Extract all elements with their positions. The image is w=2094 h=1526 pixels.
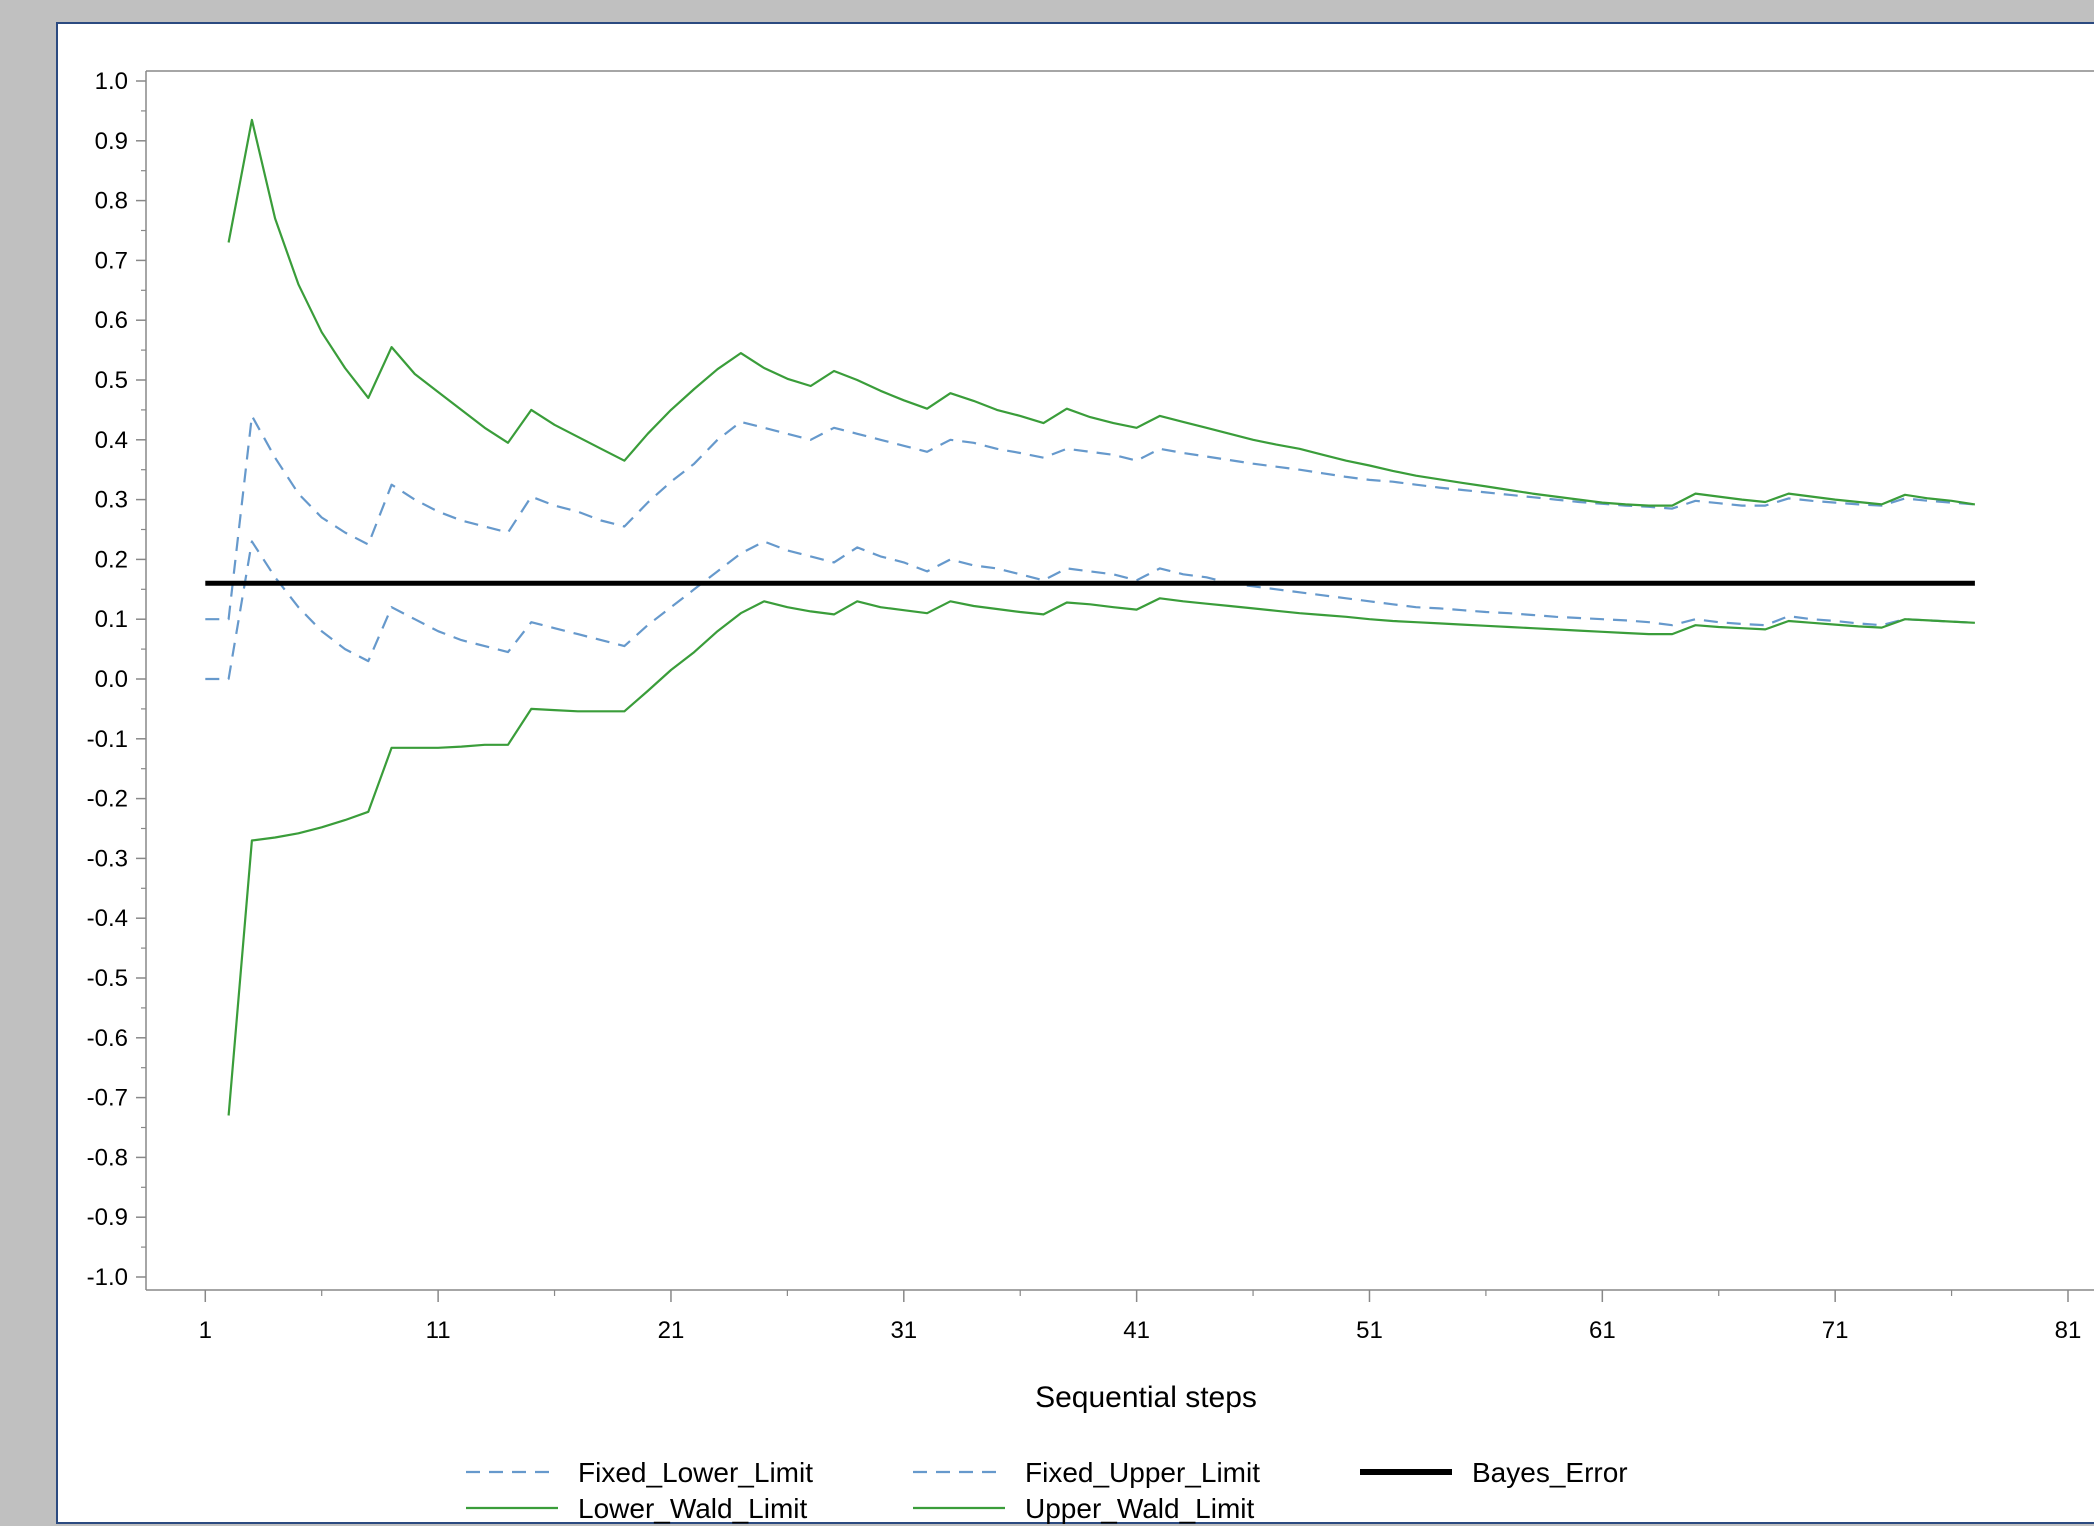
y-tick-label: 0.4 xyxy=(95,427,128,454)
y-tick-label: -0.1 xyxy=(87,726,128,753)
legend-label-fixed-lower-limit: Fixed_Lower_Limit xyxy=(578,1457,813,1488)
y-tick-label: 0.6 xyxy=(95,307,128,334)
y-tick-label: -0.9 xyxy=(87,1204,128,1231)
series-lines xyxy=(205,118,1976,1116)
y-tick-label: -0.3 xyxy=(87,845,128,872)
series-line-fixed-upper-limit xyxy=(205,414,1975,621)
y-tick-label: 0.2 xyxy=(95,546,128,573)
x-tick-label: 71 xyxy=(1822,1317,1849,1344)
x-tick-label: 61 xyxy=(1589,1317,1616,1344)
legend-label-fixed-upper-limit: Fixed_Upper_Limit xyxy=(1025,1457,1260,1488)
x-tick-label: 11 xyxy=(426,1317,451,1344)
x-tick-label: 1 xyxy=(199,1317,212,1344)
y-tick-label: -0.2 xyxy=(87,786,128,813)
legend-label-upper-wald-limit: Upper_Wald_Limit xyxy=(1025,1493,1254,1524)
y-tick-label: -0.4 xyxy=(87,905,128,932)
x-tick-label: 51 xyxy=(1356,1317,1383,1344)
y-tick-label: 0.1 xyxy=(95,606,128,633)
legend-label-lower-wald-limit: Lower_Wald_Limit xyxy=(578,1493,807,1524)
y-tick-label: -0.6 xyxy=(87,1025,128,1052)
line-chart: 1.0 0.9 0.8 0.7 0.6 0.5 0.4 0.3 0.2 0.1 0.0 -0.1 -0.… xyxy=(87,68,2094,1524)
series-line-fixed-lower-limit xyxy=(205,540,1975,681)
y-tick-label: 0.0 xyxy=(95,666,128,693)
legend-label-bayes-error: Bayes_Error xyxy=(1472,1457,1628,1488)
y-tick-label: -0.5 xyxy=(87,965,128,992)
axes: 1.0 0.9 0.8 0.7 0.6 0.5 0.4 0.3 0.2 0.1 0.0 -0.1 -0.… xyxy=(87,68,2094,1344)
y-tick-label: 0.8 xyxy=(95,188,128,215)
y-tick-label: 0.7 xyxy=(95,247,128,274)
chart-window: 1.0 0.9 0.8 0.7 0.6 0.5 0.4 0.3 0.2 0.1 0.0 -0.1 -0.… xyxy=(56,22,2094,1524)
y-tick-label: 1.0 xyxy=(95,68,128,95)
y-tick-label: 0.9 xyxy=(95,128,128,155)
x-tick-label: 81 xyxy=(2055,1317,2082,1344)
y-tick-label: 0.3 xyxy=(95,487,128,514)
series-line-lower-wald-limit xyxy=(227,597,1975,1116)
y-tick-label: -0.8 xyxy=(87,1144,128,1171)
x-tick-label: 21 xyxy=(658,1317,685,1344)
y-tick-label: -0.7 xyxy=(87,1085,128,1112)
legend: Fixed_Lower_Limit Fixed_Upper_Limit Bayes_… xyxy=(466,1457,1628,1524)
series-line-upper-wald-limit xyxy=(227,118,1976,507)
x-axis-title: Sequential steps xyxy=(1035,1381,1257,1414)
x-tick-label: 31 xyxy=(890,1317,917,1344)
y-tick-label: 0.5 xyxy=(95,367,128,394)
y-tick-label: -1.0 xyxy=(87,1264,128,1291)
x-tick-label: 41 xyxy=(1123,1317,1150,1344)
